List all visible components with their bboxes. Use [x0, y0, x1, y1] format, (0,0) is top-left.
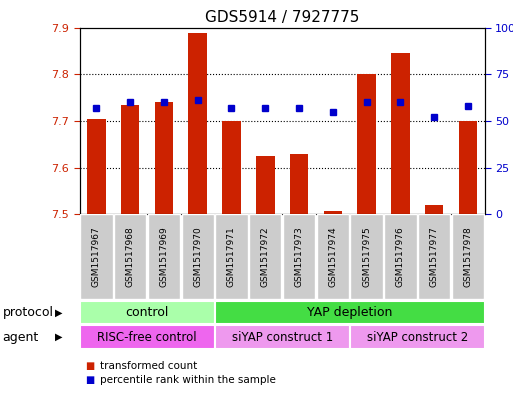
Bar: [384, 214, 417, 299]
Text: siYAP construct 1: siYAP construct 1: [231, 331, 333, 344]
Bar: [283, 214, 315, 299]
Text: agent: agent: [3, 331, 39, 344]
Text: GSM1517970: GSM1517970: [193, 226, 202, 287]
Text: percentile rank within the sample: percentile rank within the sample: [100, 375, 276, 385]
Bar: [80, 214, 113, 299]
Text: GSM1517969: GSM1517969: [160, 226, 168, 287]
Text: siYAP construct 2: siYAP construct 2: [367, 331, 468, 344]
Text: GSM1517968: GSM1517968: [126, 226, 135, 287]
Bar: [214, 325, 350, 349]
Bar: [350, 325, 485, 349]
Text: GSM1517967: GSM1517967: [92, 226, 101, 287]
Bar: [459, 121, 477, 214]
Bar: [182, 214, 214, 299]
Bar: [249, 214, 282, 299]
Bar: [188, 33, 207, 214]
Text: GSM1517975: GSM1517975: [362, 226, 371, 287]
Bar: [215, 214, 248, 299]
Bar: [425, 205, 443, 214]
Bar: [114, 214, 146, 299]
Bar: [357, 74, 376, 214]
Bar: [222, 121, 241, 214]
Bar: [290, 154, 308, 214]
Text: GSM1517974: GSM1517974: [328, 226, 338, 287]
Bar: [317, 214, 349, 299]
Text: GSM1517977: GSM1517977: [429, 226, 439, 287]
Bar: [87, 119, 106, 214]
Bar: [256, 156, 274, 214]
Text: GSM1517971: GSM1517971: [227, 226, 236, 287]
Text: GSM1517972: GSM1517972: [261, 226, 270, 287]
Bar: [418, 214, 450, 299]
Bar: [154, 102, 173, 214]
Bar: [451, 214, 484, 299]
Bar: [80, 325, 214, 349]
Bar: [214, 301, 485, 324]
Text: ■: ■: [85, 361, 94, 371]
Text: ▶: ▶: [55, 307, 63, 318]
Bar: [148, 214, 180, 299]
Bar: [121, 105, 140, 214]
Bar: [350, 214, 383, 299]
Text: YAP depletion: YAP depletion: [307, 306, 392, 319]
Text: GDS5914 / 7927775: GDS5914 / 7927775: [205, 10, 359, 25]
Text: transformed count: transformed count: [100, 361, 198, 371]
Bar: [80, 301, 214, 324]
Bar: [391, 53, 410, 214]
Text: ■: ■: [85, 375, 94, 385]
Text: GSM1517973: GSM1517973: [294, 226, 304, 287]
Text: GSM1517976: GSM1517976: [396, 226, 405, 287]
Text: GSM1517978: GSM1517978: [463, 226, 472, 287]
Text: control: control: [125, 306, 169, 319]
Bar: [324, 211, 342, 214]
Text: protocol: protocol: [3, 306, 53, 319]
Text: RISC-free control: RISC-free control: [97, 331, 197, 344]
Text: ▶: ▶: [55, 332, 63, 342]
